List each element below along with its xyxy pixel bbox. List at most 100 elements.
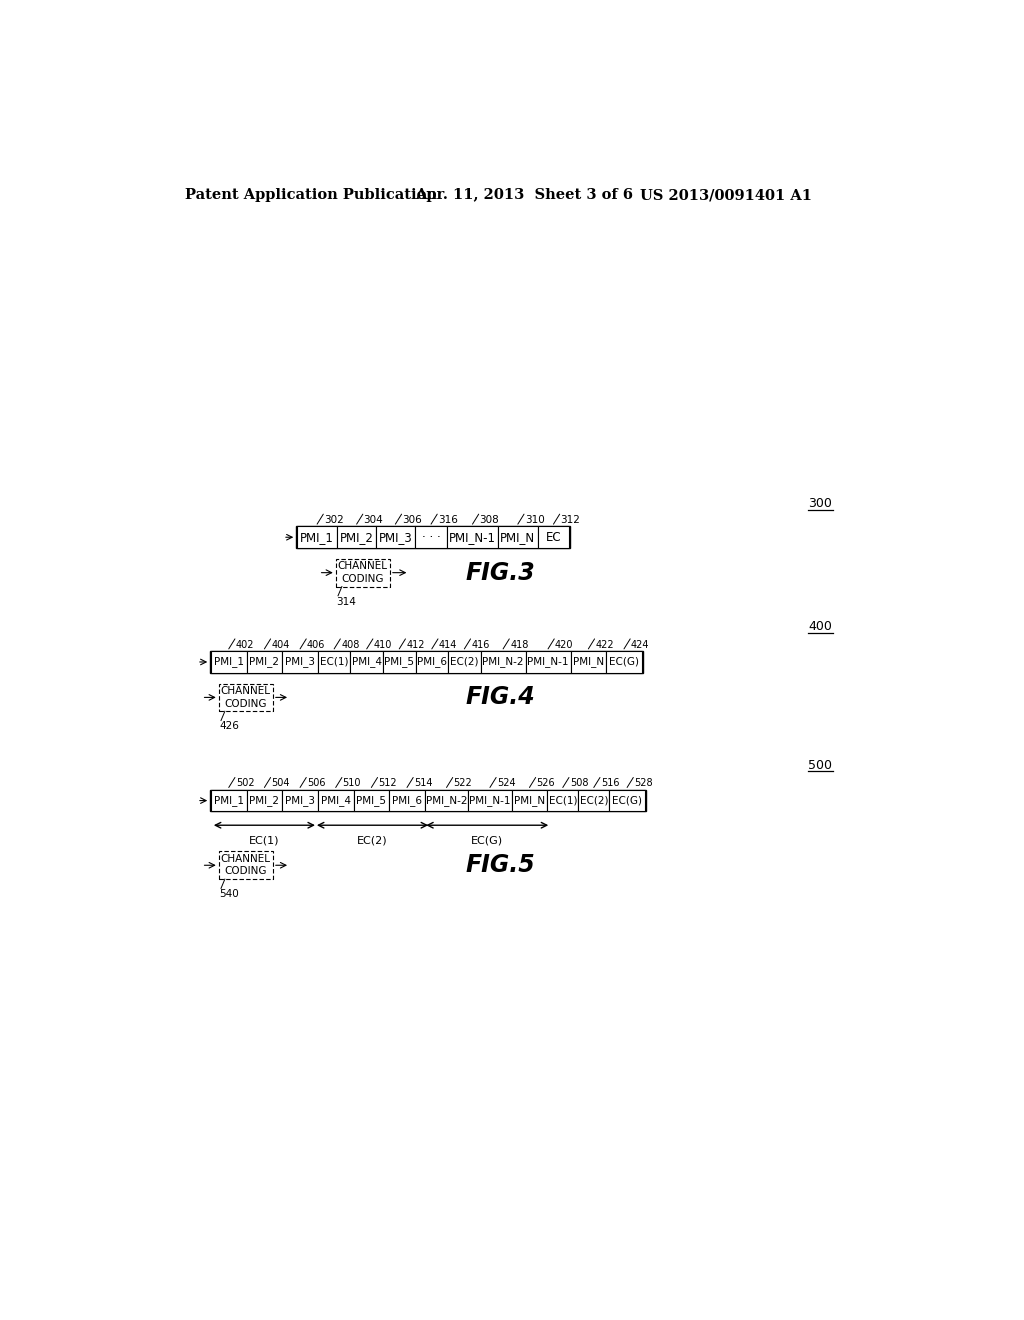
Text: 512: 512 (378, 779, 397, 788)
Text: US 2013/0091401 A1: US 2013/0091401 A1 (640, 189, 811, 202)
Text: 522: 522 (454, 779, 472, 788)
Text: 526: 526 (537, 779, 555, 788)
Text: 502: 502 (236, 779, 254, 788)
Text: 528: 528 (634, 779, 652, 788)
Text: PMI_N: PMI_N (572, 656, 604, 668)
Text: 302: 302 (324, 515, 344, 525)
Bar (211, 789, 247, 812)
Text: PMI_6: PMI_6 (417, 656, 446, 668)
Text: 506: 506 (307, 779, 326, 788)
Text: PMI_N: PMI_N (514, 795, 545, 807)
Text: PMI_1: PMI_1 (300, 531, 334, 544)
Text: EC(1): EC(1) (549, 796, 578, 805)
Bar (350, 651, 383, 673)
Text: PMI_N-1: PMI_N-1 (449, 531, 496, 544)
Text: 410: 410 (374, 640, 392, 649)
Text: 524: 524 (497, 779, 515, 788)
Text: FIG.5: FIG.5 (465, 853, 535, 878)
Text: 310: 310 (524, 515, 545, 525)
Text: FIG.4: FIG.4 (465, 685, 535, 709)
Text: PMI_5: PMI_5 (384, 656, 415, 668)
Text: 304: 304 (364, 515, 383, 525)
Text: FIG.3: FIG.3 (465, 561, 535, 585)
Text: PMI_6: PMI_6 (392, 795, 422, 807)
Text: PMI_N-1: PMI_N-1 (469, 795, 511, 807)
Text: EC(G): EC(G) (471, 836, 503, 845)
Text: Apr. 11, 2013  Sheet 3 of 6: Apr. 11, 2013 Sheet 3 of 6 (415, 189, 633, 202)
Bar (210, 651, 643, 673)
Bar (283, 651, 317, 673)
Text: PMI_N-1: PMI_N-1 (527, 656, 568, 668)
Bar (547, 789, 579, 812)
Text: 312: 312 (560, 515, 581, 525)
Bar (538, 527, 569, 548)
Text: PMI_5: PMI_5 (356, 795, 386, 807)
Text: PMI_3: PMI_3 (379, 531, 413, 544)
Bar (247, 789, 283, 812)
Text: CHANNEL
CODING: CHANNEL CODING (221, 854, 270, 876)
Bar (210, 789, 646, 812)
Text: 402: 402 (236, 640, 254, 649)
Bar (211, 651, 247, 673)
Bar (383, 651, 416, 673)
Text: EC(G): EC(G) (609, 657, 639, 667)
Bar (415, 527, 447, 548)
Bar (353, 789, 389, 812)
Text: 500: 500 (809, 759, 833, 772)
Text: 418: 418 (510, 640, 528, 649)
Text: 400: 400 (809, 620, 833, 634)
Bar (425, 789, 468, 812)
Bar (317, 789, 353, 812)
Text: PMI_N-2: PMI_N-2 (482, 656, 524, 668)
Text: PMI_2: PMI_2 (250, 656, 280, 668)
Text: Patent Application Publication: Patent Application Publication (184, 189, 436, 202)
Bar (609, 789, 645, 812)
Bar (525, 651, 570, 673)
Text: EC(G): EC(G) (612, 796, 642, 805)
Text: PMI_3: PMI_3 (285, 656, 315, 668)
Text: PMI_4: PMI_4 (351, 656, 382, 668)
Text: EC(2): EC(2) (357, 836, 388, 845)
FancyBboxPatch shape (219, 851, 273, 879)
FancyBboxPatch shape (219, 684, 273, 711)
Bar (570, 651, 606, 673)
Text: PMI_4: PMI_4 (321, 795, 350, 807)
Text: 424: 424 (631, 640, 649, 649)
Text: 314: 314 (337, 597, 356, 606)
Text: 308: 308 (479, 515, 500, 525)
Text: EC(2): EC(2) (451, 657, 478, 667)
Bar (376, 527, 415, 548)
Text: 416: 416 (471, 640, 489, 649)
Text: 426: 426 (219, 721, 240, 731)
Text: · · ·: · · · (422, 531, 440, 544)
Text: EC(2): EC(2) (580, 796, 608, 805)
Text: 540: 540 (219, 890, 240, 899)
Text: PMI_3: PMI_3 (285, 795, 315, 807)
Text: 422: 422 (595, 640, 614, 649)
Text: PMI_N-2: PMI_N-2 (426, 795, 467, 807)
Bar (579, 789, 609, 812)
Text: EC(1): EC(1) (249, 836, 280, 845)
Text: 414: 414 (438, 640, 457, 649)
Bar (480, 651, 525, 673)
Bar (498, 527, 538, 548)
Bar (606, 651, 642, 673)
Text: PMI_N: PMI_N (501, 531, 536, 544)
Text: PMI_2: PMI_2 (340, 531, 374, 544)
Text: 516: 516 (601, 779, 620, 788)
Bar (449, 651, 480, 673)
Text: PMI_1: PMI_1 (214, 656, 244, 668)
Bar (297, 527, 337, 548)
Text: 300: 300 (809, 496, 833, 510)
Text: 420: 420 (555, 640, 573, 649)
Text: CHANNEL
CODING: CHANNEL CODING (338, 561, 388, 583)
Text: 316: 316 (438, 515, 458, 525)
FancyBboxPatch shape (336, 558, 390, 586)
Bar (389, 789, 425, 812)
Text: 412: 412 (407, 640, 425, 649)
Text: EC: EC (546, 531, 561, 544)
Bar (447, 527, 498, 548)
Text: PMI_1: PMI_1 (214, 795, 244, 807)
Text: PMI_2: PMI_2 (250, 795, 280, 807)
Bar (468, 789, 512, 812)
